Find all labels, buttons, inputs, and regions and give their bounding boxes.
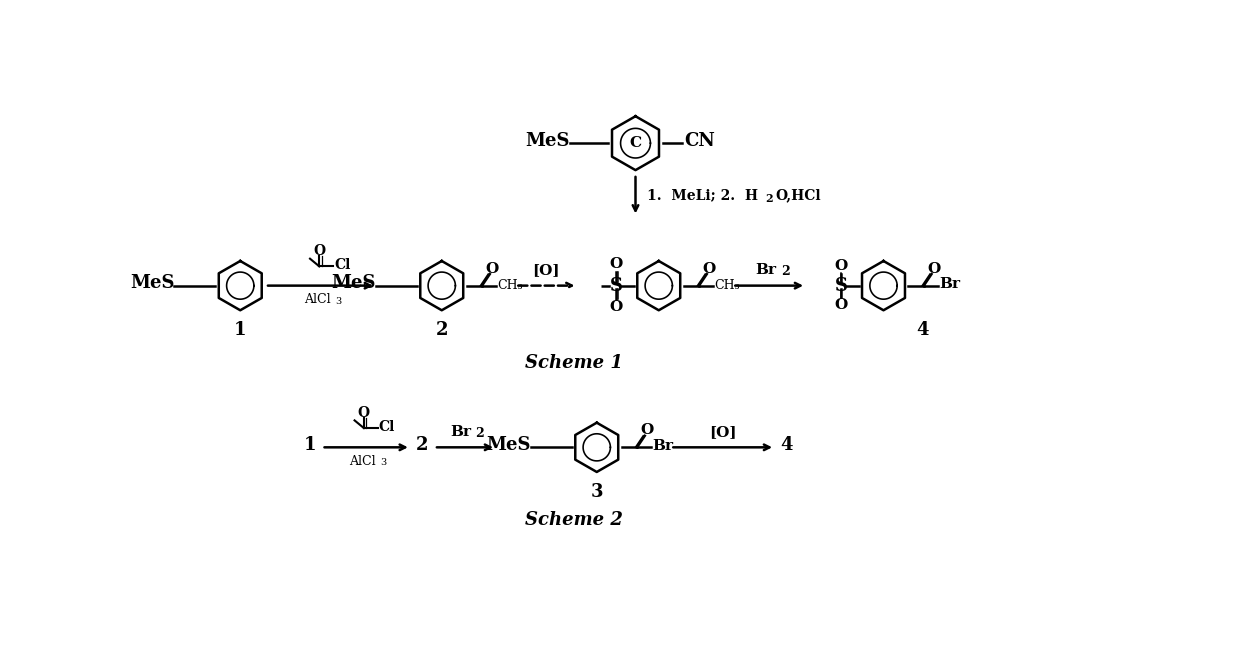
Text: Cl: Cl bbox=[378, 420, 396, 434]
Text: O: O bbox=[835, 298, 847, 312]
Text: C: C bbox=[630, 136, 641, 150]
Text: 3: 3 bbox=[336, 297, 342, 305]
Text: O: O bbox=[486, 261, 498, 275]
Text: MeS: MeS bbox=[486, 436, 531, 454]
Text: S: S bbox=[610, 277, 622, 295]
Text: Br: Br bbox=[755, 263, 776, 277]
Text: CH₃: CH₃ bbox=[714, 279, 740, 292]
Text: AlCl: AlCl bbox=[348, 455, 376, 468]
Text: MeS: MeS bbox=[130, 274, 175, 292]
Text: 2: 2 bbox=[435, 321, 448, 340]
Text: AlCl: AlCl bbox=[305, 293, 331, 306]
Text: O: O bbox=[835, 259, 847, 273]
Text: O: O bbox=[610, 300, 622, 314]
Text: O: O bbox=[928, 261, 940, 275]
Text: MeS: MeS bbox=[525, 132, 569, 150]
Text: Br: Br bbox=[940, 277, 960, 291]
Text: Scheme 1: Scheme 1 bbox=[525, 354, 622, 372]
Text: O,HCl: O,HCl bbox=[775, 189, 821, 203]
Text: Br: Br bbox=[652, 439, 673, 453]
Text: 1.  MeLi; 2.  H: 1. MeLi; 2. H bbox=[647, 189, 758, 203]
Text: S: S bbox=[835, 277, 847, 295]
Text: 4: 4 bbox=[780, 436, 792, 454]
Text: MeS: MeS bbox=[331, 274, 376, 292]
Text: 3: 3 bbox=[381, 458, 387, 467]
Text: O: O bbox=[641, 424, 653, 438]
Text: 2: 2 bbox=[781, 265, 790, 278]
Text: 2: 2 bbox=[417, 436, 429, 454]
Text: O: O bbox=[314, 244, 325, 258]
Text: O: O bbox=[358, 406, 370, 420]
Text: O: O bbox=[703, 261, 715, 275]
Text: 2: 2 bbox=[765, 193, 773, 204]
Text: 4: 4 bbox=[916, 321, 929, 340]
Text: 2: 2 bbox=[475, 427, 484, 440]
Text: 3: 3 bbox=[590, 483, 603, 501]
Text: CH₃: CH₃ bbox=[497, 279, 523, 292]
Text: [O]: [O] bbox=[533, 263, 560, 277]
Text: Cl: Cl bbox=[334, 258, 351, 272]
Text: CN: CN bbox=[684, 132, 715, 150]
Text: Br: Br bbox=[450, 425, 471, 439]
Text: Scheme 2: Scheme 2 bbox=[525, 512, 622, 530]
Text: 1: 1 bbox=[234, 321, 247, 340]
Text: O: O bbox=[610, 257, 622, 271]
Text: 1: 1 bbox=[304, 436, 316, 454]
Text: [O]: [O] bbox=[709, 425, 737, 439]
